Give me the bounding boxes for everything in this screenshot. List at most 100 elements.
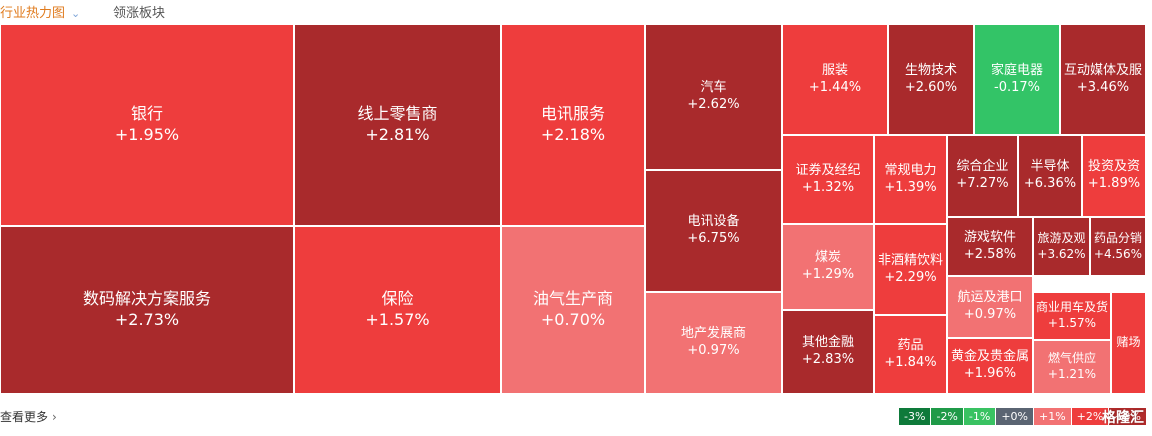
chevron-right-icon: ›: [52, 410, 57, 424]
heatmap-cell-change: +0.97%: [687, 343, 740, 358]
heatmap-cell-name: 非酒精饮料: [877, 252, 943, 268]
heatmap-cell[interactable]: 游戏软件 +2.58%: [947, 217, 1033, 276]
heatmap-cell-name: 地产发展商: [680, 326, 746, 342]
heatmap-cell-change: +1.32%: [801, 179, 855, 195]
heatmap-cell-name: 服装: [821, 62, 848, 78]
legend-swatch: +2%: [1071, 408, 1109, 425]
heatmap-cell-name: 证券及经纪: [795, 162, 861, 178]
heatmap-cell[interactable]: 家庭电器 -0.17%: [974, 24, 1060, 135]
heatmap-cell[interactable]: 投资及资 +1.89%: [1082, 135, 1146, 217]
heatmap-cell-name: 药品分销: [1093, 230, 1142, 245]
heatmap-cell-change: -0.17%: [994, 79, 1040, 95]
heatmap-cell[interactable]: 非酒精饮料 +2.29%: [874, 224, 947, 315]
heatmap-cell[interactable]: 其他金融 +2.83%: [782, 310, 874, 394]
heatmap-cell-name: 燃气供应: [1047, 351, 1096, 366]
heatmap-cell-name: 赌场: [1116, 335, 1141, 350]
heatmap-cell[interactable]: 电讯设备 +6.75%: [645, 170, 782, 292]
color-legend: -3% -2% -1% +0% +1% +2% +3%: [898, 408, 1146, 425]
legend-swatch: -2%: [931, 408, 963, 425]
heatmap-cell-change: +2.73%: [114, 310, 180, 329]
heatmap-cell-change: +1.57%: [1047, 316, 1097, 330]
heatmap-cell-change: +3.46%: [1076, 79, 1130, 95]
heatmap-cell-change: +1.21%: [1047, 367, 1097, 381]
heatmap-cell-change: +6.75%: [687, 231, 740, 246]
tab-industry-heatmap[interactable]: 行业热力图 ⌄: [0, 2, 80, 21]
heatmap-cell[interactable]: 赌场: [1111, 292, 1146, 394]
view-more-label: 查看更多: [0, 410, 49, 424]
heatmap-cell-change: +2.60%: [904, 79, 958, 95]
heatmap-cell-change: +2.18%: [540, 125, 606, 144]
heatmap-cell-change: +1.44%: [808, 79, 862, 95]
legend-swatch: +3%: [1109, 408, 1146, 425]
heatmap-cell[interactable]: 旅游及观 +3.62%: [1033, 217, 1090, 276]
heatmap-cell-name: 半导体: [1030, 159, 1070, 175]
heatmap-cell[interactable]: 综合企业 +7.27%: [947, 135, 1018, 217]
heatmap-cell-change: +2.81%: [365, 125, 430, 144]
heatmap-cell-name: 投资及资: [1087, 159, 1140, 175]
heatmap-cell-name: 互动媒体及服: [1063, 62, 1142, 78]
heatmap-cell[interactable]: 数码解决方案服务 +2.73%: [0, 226, 294, 394]
heatmap-cell-change: +4.56%: [1093, 246, 1143, 261]
heatmap-cell[interactable]: 商业用车及货 +1.57%: [1033, 292, 1111, 340]
chevron-down-icon[interactable]: ⌄: [71, 7, 81, 20]
heatmap-cell-name: 数码解决方案服务: [82, 289, 211, 309]
legend-swatch: +1%: [1033, 408, 1071, 425]
brand-watermark: 格隆汇: [1102, 410, 1144, 426]
heatmap-cell-name: 游戏软件: [963, 229, 1016, 245]
heatmap-cell[interactable]: 电讯服务 +2.18%: [501, 24, 645, 226]
heatmap-cell-name: 汽车: [700, 80, 727, 96]
heatmap-cell[interactable]: 常规电力 +1.39%: [874, 135, 947, 224]
heatmap-cell[interactable]: 地产发展商 +0.97%: [645, 292, 782, 394]
legend-swatch: -3%: [899, 408, 931, 425]
heatmap-cell-name: 药品: [897, 337, 924, 353]
heatmap-cell-change: +1.57%: [365, 310, 430, 329]
heatmap-cell-name: 油气生产商: [532, 289, 613, 309]
heatmap-cell-change: +2.58%: [963, 246, 1017, 262]
tab-leading-sectors[interactable]: 领涨板块: [113, 2, 165, 21]
heatmap-cell-name: 旅游及观: [1037, 230, 1086, 245]
heatmap-cell-change: +1.39%: [884, 179, 937, 195]
heatmap-cell[interactable]: 煤炭 +1.29%: [782, 224, 874, 310]
heatmap-cell-name: 银行: [130, 104, 163, 124]
heatmap-cell[interactable]: 生物技术 +2.60%: [888, 24, 974, 135]
heatmap-cell[interactable]: 黄金及贵金属 +1.96%: [947, 338, 1033, 394]
legend-swatch: +0%: [996, 408, 1033, 425]
legend-swatch: -1%: [963, 408, 996, 425]
heatmap-cell[interactable]: 汽车 +2.62%: [645, 24, 782, 170]
heatmap-cell-change: +1.29%: [801, 267, 855, 282]
heatmap-cell-name: 其他金融: [801, 335, 854, 351]
heatmap-cell-change: +1.84%: [884, 354, 937, 370]
tab-leading-sectors-label: 领涨板块: [113, 6, 166, 21]
heatmap-cell-name: 电讯设备: [687, 214, 740, 230]
heatmap-cell-change: +2.29%: [884, 269, 937, 285]
heatmap-cell-change: +1.95%: [114, 125, 180, 144]
tab-bar: 行业热力图 ⌄ 领涨板块: [0, 0, 1152, 22]
heatmap-cell-name: 线上零售商: [357, 104, 438, 124]
heatmap-cell[interactable]: 银行 +1.95%: [0, 24, 294, 226]
heatmap-cell-name: 家庭电器: [990, 62, 1043, 78]
heatmap-cell-name: 生物技术: [904, 62, 957, 78]
heatmap-cell[interactable]: 证券及经纪 +1.32%: [782, 135, 874, 224]
heatmap-cell[interactable]: 服装 +1.44%: [782, 24, 888, 135]
heatmap-cell-change: +1.96%: [963, 366, 1017, 381]
heatmap-cell-change: +0.97%: [963, 307, 1017, 322]
view-more-link[interactable]: 查看更多 ›: [0, 408, 57, 425]
heatmap-cell-change: +2.83%: [801, 352, 855, 367]
heatmap-cell[interactable]: 燃气供应 +1.21%: [1033, 340, 1111, 394]
heatmap-cell[interactable]: 药品 +1.84%: [874, 315, 947, 394]
heatmap-cell-change: +2.62%: [687, 97, 740, 112]
heatmap-cell-change: +3.62%: [1037, 246, 1086, 261]
heatmap-cell-name: 保险: [381, 289, 414, 309]
heatmap-cell-change: +7.27%: [956, 176, 1009, 191]
heatmap-cell[interactable]: 保险 +1.57%: [294, 226, 501, 394]
heatmap-cell-name: 综合企业: [956, 159, 1009, 175]
heatmap-cell-change: +0.70%: [540, 310, 606, 329]
heatmap-cell[interactable]: 油气生产商 +0.70%: [501, 226, 645, 394]
heatmap-cell[interactable]: 互动媒体及服 +3.46%: [1060, 24, 1146, 135]
heatmap-cell-change: +1.89%: [1087, 176, 1141, 191]
heatmap-cell[interactable]: 航运及港口 +0.97%: [947, 276, 1033, 338]
heatmap-cell[interactable]: 半导体 +6.36%: [1018, 135, 1082, 217]
heatmap-cell[interactable]: 线上零售商 +2.81%: [294, 24, 501, 226]
tab-industry-heatmap-label: 行业热力图: [0, 6, 66, 21]
heatmap-cell[interactable]: 药品分销 +4.56%: [1090, 217, 1146, 276]
